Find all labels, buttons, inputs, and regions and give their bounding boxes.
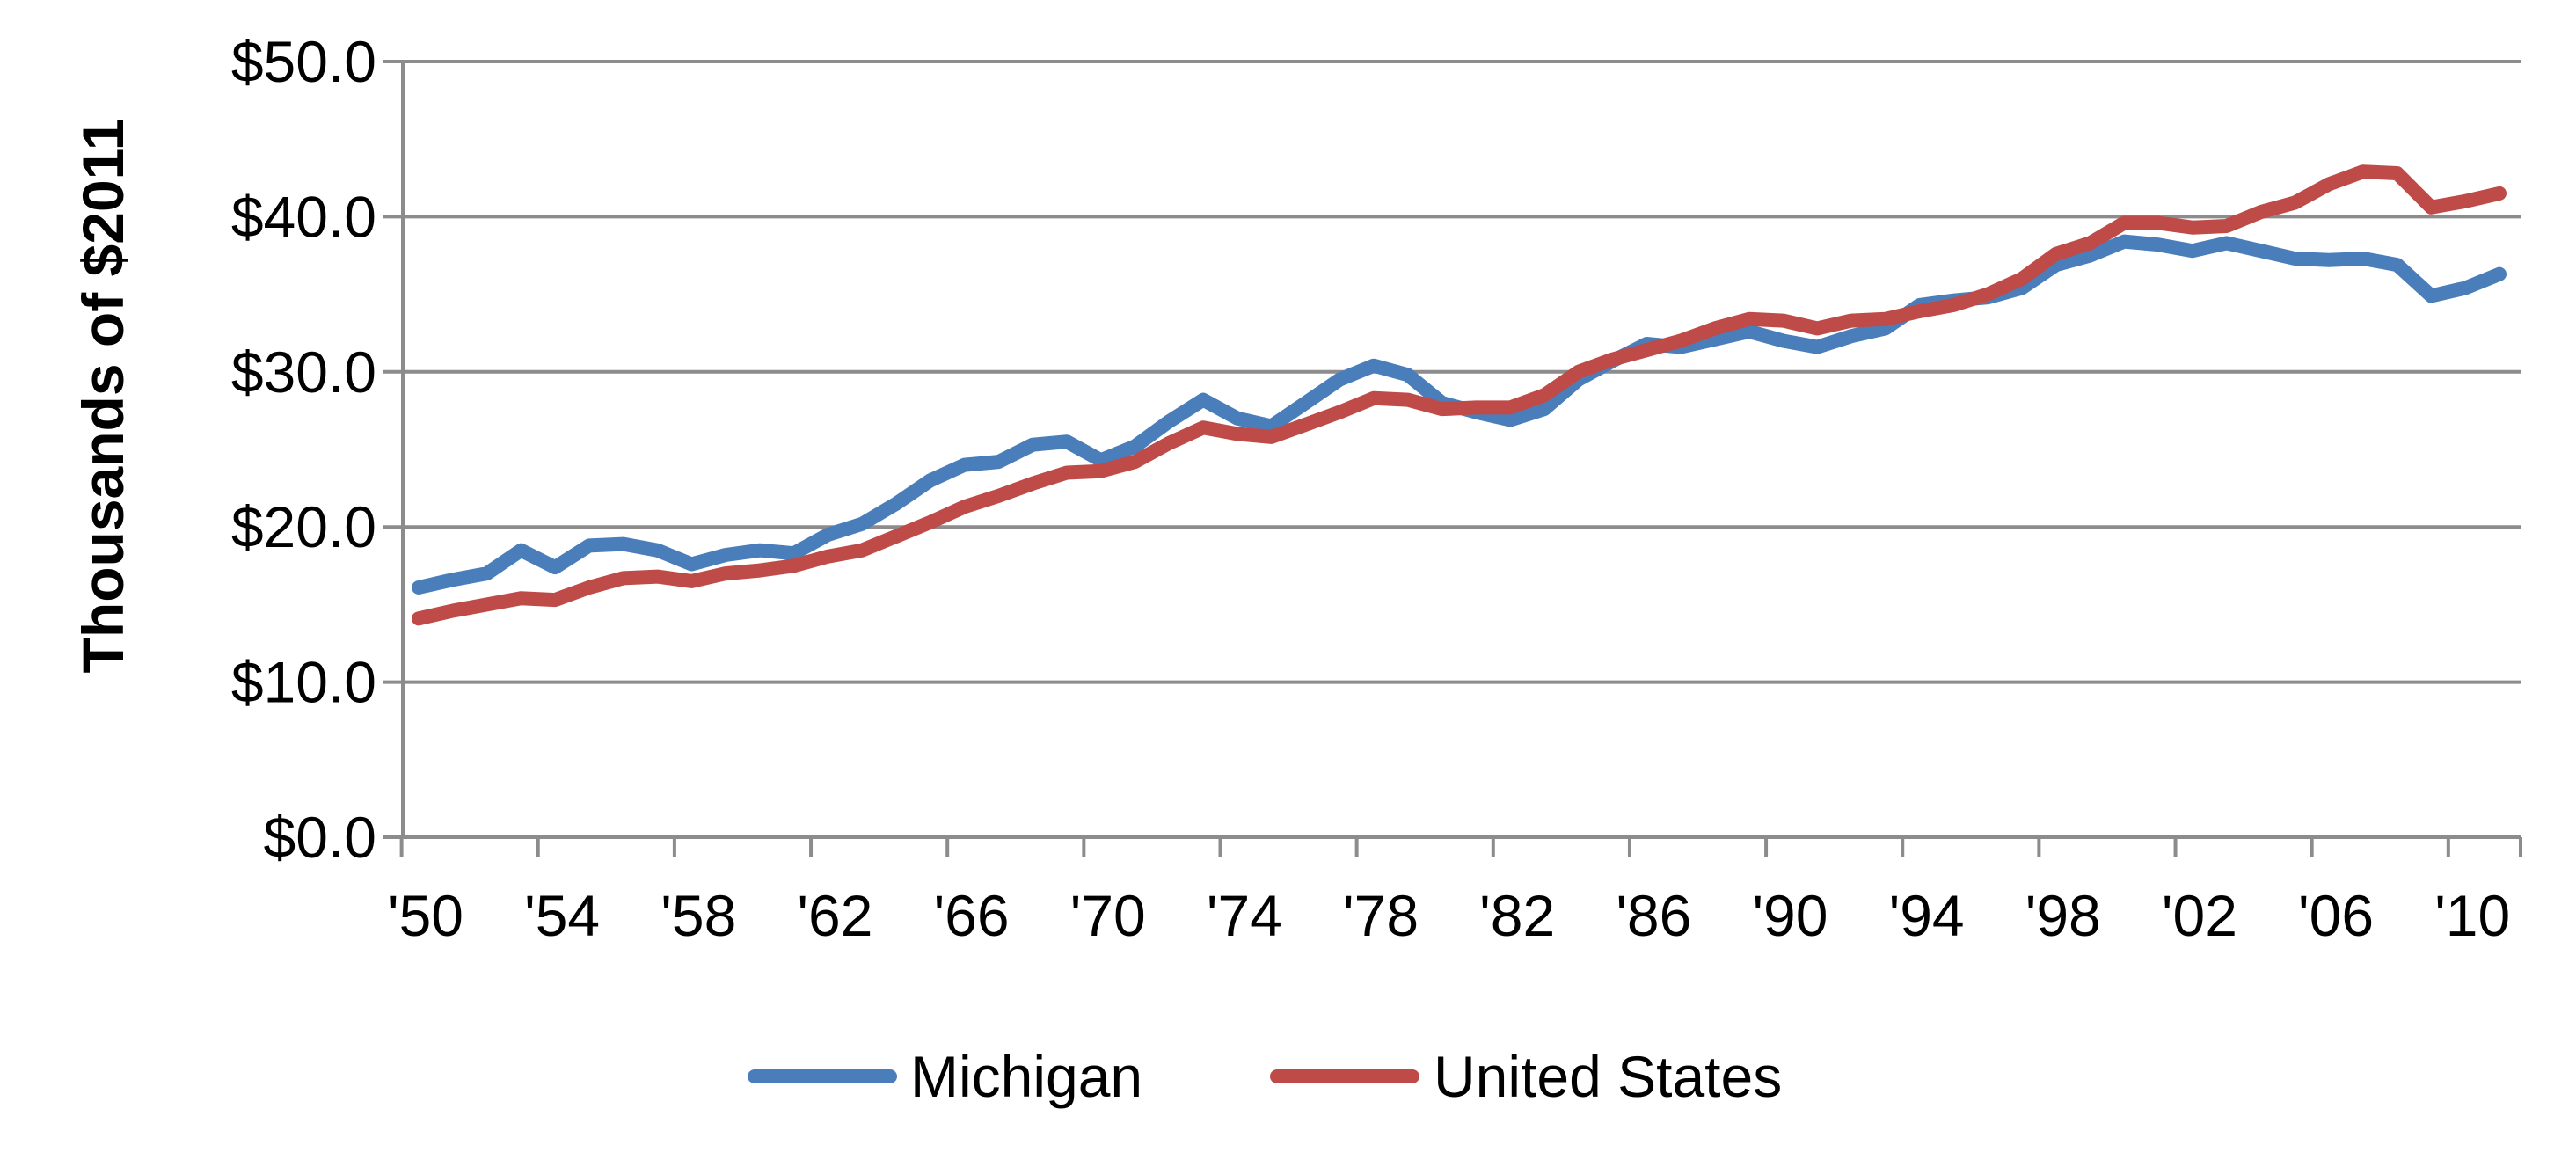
x-tick-label: '50 [388, 883, 463, 948]
x-tick-label: '10 [2434, 883, 2510, 948]
y-tick-label: $0.0 [264, 805, 376, 870]
x-tick-label: '98 [2025, 883, 2101, 948]
x-tick-label: '78 [1343, 883, 1419, 948]
y-tick-label: $50.0 [231, 29, 376, 94]
x-tick-label: '02 [2162, 883, 2237, 948]
x-tick-label: '86 [1616, 883, 1691, 948]
series-line-united-states [412, 164, 2507, 626]
gridlines [403, 60, 2521, 684]
x-axis-ticks: '50 '54 '58 '62 '66 '70 '74 '78 '82 '86 '90 '94 '98 '… [388, 837, 2522, 948]
x-tick-label: '58 [660, 883, 736, 948]
x-tick-label: '62 [797, 883, 872, 948]
x-tick-label: '90 [1752, 883, 1828, 948]
y-tick-label: $10.0 [231, 650, 376, 715]
y-axis-title: Thousands of $2011 [70, 119, 135, 674]
legend-label-michigan: Michigan [910, 1044, 1142, 1109]
legend-label-united-states: United States [1434, 1044, 1782, 1109]
x-tick-label: '06 [2298, 883, 2374, 948]
x-tick-label: '54 [524, 883, 600, 948]
x-tick-label: '70 [1070, 883, 1146, 948]
y-tick-label: $40.0 [231, 184, 376, 249]
x-tick-label: '66 [934, 883, 1010, 948]
series-layer [412, 164, 2507, 626]
x-tick-label: '94 [1889, 883, 1965, 948]
legend: Michigan United States [748, 1044, 1782, 1109]
x-tick-label: '74 [1207, 883, 1282, 948]
x-tick-label: '82 [1479, 883, 1555, 948]
y-tick-label: $20.0 [231, 494, 376, 559]
axes [401, 62, 2521, 839]
y-tick-label: $30.0 [231, 339, 376, 405]
y-axis-ticks: $0.0 $10.0 $20.0 $30.0 $40.0 $50.0 [231, 29, 403, 870]
